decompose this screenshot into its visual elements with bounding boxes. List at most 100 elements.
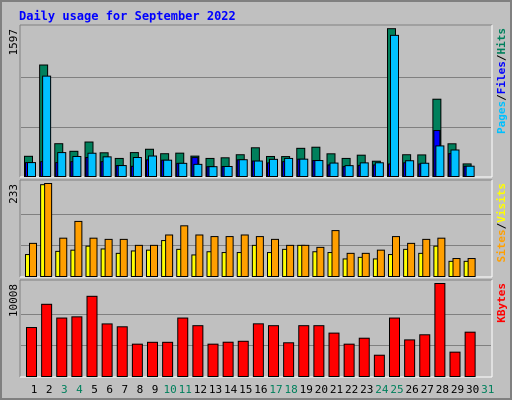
x-tick-label: 4 bbox=[76, 383, 83, 396]
panel-2: 233 Sites/Visits bbox=[7, 179, 508, 278]
bar-kbytes-day-7 bbox=[116, 326, 128, 377]
bar-files-day-18 bbox=[284, 157, 294, 178]
legend-text: KBytes bbox=[495, 283, 508, 323]
bar-files-day-25 bbox=[390, 34, 399, 177]
bar-files-day-9 bbox=[148, 155, 157, 178]
x-tick-label: 21 bbox=[330, 383, 343, 396]
bar-sites-day-20 bbox=[316, 246, 325, 277]
bar-sites-day-6 bbox=[104, 238, 113, 277]
bar-files-day-1 bbox=[27, 162, 36, 178]
bar-files-day-4 bbox=[72, 155, 82, 177]
bar-sites-day-21 bbox=[331, 230, 340, 277]
bar-sites-day-14 bbox=[225, 236, 234, 277]
bar-kbytes-day-22 bbox=[343, 343, 355, 377]
chart-title: Daily usage for September 2022 bbox=[19, 9, 236, 23]
bar-kbytes-day-5 bbox=[86, 295, 98, 377]
x-tick-label: 20 bbox=[315, 383, 328, 396]
legend-separator: / bbox=[495, 222, 508, 229]
x-tick-label: 16 bbox=[254, 383, 267, 396]
bar-files-day-21 bbox=[329, 162, 339, 177]
bar-files-day-3 bbox=[57, 152, 67, 177]
x-tick-label: 2 bbox=[46, 383, 53, 396]
bar-files-day-28 bbox=[435, 145, 445, 178]
bar-sites-day-25 bbox=[392, 236, 400, 277]
bar-kbytes-day-19 bbox=[298, 325, 310, 378]
x-tick-label: 12 bbox=[194, 383, 207, 396]
bar-sites-day-22 bbox=[346, 252, 355, 278]
bar-files-day-30 bbox=[465, 165, 475, 177]
bar-kbytes-day-30 bbox=[464, 331, 476, 378]
bar-kbytes-day-18 bbox=[283, 342, 295, 377]
bar-files-day-22 bbox=[344, 165, 354, 177]
x-tick-label: 30 bbox=[466, 383, 479, 396]
bar-sites-day-9 bbox=[150, 244, 158, 278]
series-kbytes bbox=[26, 283, 476, 378]
bar-files-day-8 bbox=[132, 157, 142, 177]
bar-kbytes-day-13 bbox=[207, 343, 219, 377]
bar-files-day-12 bbox=[193, 163, 203, 178]
bar-files-day-5 bbox=[87, 152, 97, 178]
y-max-label: 10008 bbox=[7, 284, 20, 317]
bar-files-day-7 bbox=[117, 165, 127, 178]
x-tick-label: 19 bbox=[300, 383, 313, 396]
bar-kbytes-day-3 bbox=[56, 317, 68, 378]
x-tick-label: 3 bbox=[61, 383, 68, 396]
bar-files-day-19 bbox=[299, 158, 309, 178]
legend-separator: / bbox=[495, 94, 508, 101]
x-tick-label: 10 bbox=[164, 383, 177, 396]
bar-sites-day-28 bbox=[437, 237, 446, 277]
legend-separator: / bbox=[495, 54, 508, 61]
legend-kbytes: KBytes bbox=[495, 283, 508, 323]
bar-kbytes-day-10 bbox=[162, 341, 174, 377]
bar-sites-day-16 bbox=[255, 236, 264, 277]
bar-kbytes-day-11 bbox=[177, 317, 189, 378]
bar-sites-day-29 bbox=[452, 258, 461, 278]
x-tick-label: 17 bbox=[269, 383, 282, 396]
bar-kbytes-day-23 bbox=[358, 337, 370, 377]
bar-kbytes-day-20 bbox=[313, 325, 325, 378]
legend-visits: Visits bbox=[495, 183, 508, 223]
bar-files-day-11 bbox=[178, 162, 188, 178]
bar-kbytes-day-16 bbox=[252, 323, 264, 378]
bar-kbytes-day-8 bbox=[131, 343, 143, 377]
bar-kbytes-day-26 bbox=[404, 339, 416, 378]
bar-files-day-20 bbox=[314, 160, 324, 178]
legend-hits: Hits bbox=[495, 28, 508, 55]
bar-sites-day-13 bbox=[210, 236, 219, 277]
bar-files-day-2 bbox=[42, 75, 52, 177]
x-tick-label: 18 bbox=[285, 383, 298, 396]
bar-files-day-27 bbox=[420, 162, 430, 177]
bar-kbytes-day-15 bbox=[237, 340, 249, 378]
bar-sites-day-1 bbox=[29, 242, 37, 277]
legend-panel-2: Sites/Visits bbox=[495, 183, 508, 263]
bar-files-day-15 bbox=[238, 159, 248, 177]
bar-files-day-17 bbox=[269, 158, 278, 177]
bar-files-day-23 bbox=[359, 162, 369, 177]
bar-kbytes-day-21 bbox=[328, 332, 340, 378]
bar-sites-day-10 bbox=[165, 234, 174, 278]
x-tick-label: 8 bbox=[137, 383, 144, 396]
bar-sites-day-7 bbox=[119, 238, 128, 277]
bar-sites-day-15 bbox=[240, 234, 249, 278]
panel-3: 10008 KBytes bbox=[7, 279, 508, 378]
x-tick-label: 27 bbox=[421, 383, 434, 396]
bar-sites-day-11 bbox=[180, 225, 189, 277]
bar-kbytes-day-2 bbox=[41, 303, 53, 377]
x-tick-label: 26 bbox=[406, 383, 419, 396]
legend-pages: Pages bbox=[495, 101, 508, 134]
bar-sites-day-3 bbox=[59, 237, 68, 277]
bar-sites-day-19 bbox=[301, 244, 310, 278]
legend-text: Sites/Visits bbox=[495, 183, 508, 263]
x-tick-label: 9 bbox=[152, 383, 159, 396]
x-tick-label: 11 bbox=[179, 383, 192, 396]
bar-kbytes-day-24 bbox=[373, 354, 385, 378]
y-max-label: 233 bbox=[7, 184, 20, 204]
x-tick-label: 22 bbox=[345, 383, 358, 396]
bar-kbytes-day-28 bbox=[434, 283, 446, 377]
x-tick-label: 23 bbox=[360, 383, 373, 396]
bar-files-day-13 bbox=[208, 166, 218, 177]
